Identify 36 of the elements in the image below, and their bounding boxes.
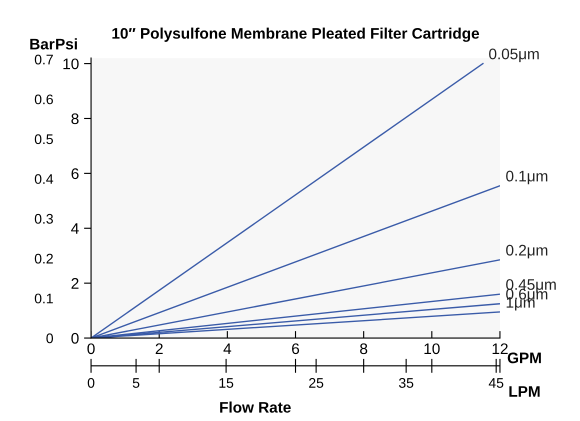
y2-tick-label: 0.2: [34, 254, 53, 264]
chart-title: 10″ Polysulfone Membrane Pleated Filter Cartridge: [112, 28, 480, 42]
y2-tick-label: 0.6: [34, 94, 53, 104]
x2-tick-label: 15: [219, 378, 234, 388]
x-tick-label: 10: [424, 343, 440, 354]
x2-tick-label: 0: [88, 378, 94, 388]
x-tick-label: 6: [292, 343, 300, 354]
y-tick-label: 0: [71, 332, 79, 344]
x-tick-label: 0: [87, 343, 95, 354]
x2-tick-label: 25: [309, 378, 324, 388]
x2-tick-label: 5: [132, 378, 140, 388]
y2-tick-label: 0.5: [34, 134, 53, 144]
y-tick-label: 4: [71, 223, 79, 234]
y2-tick-label: 0: [46, 333, 54, 344]
y2-tick-label: 0.3: [34, 214, 53, 224]
y-tick-label: 10: [63, 58, 79, 70]
y2-axis-title: Bar: [30, 38, 54, 50]
y-tick-label: 2: [72, 278, 78, 289]
x-tick-label: 8: [360, 343, 368, 354]
y2-tick-label: 0.4: [34, 174, 54, 184]
series-label: 0.1μm: [506, 170, 548, 184]
x-tick-label: 4: [223, 343, 232, 354]
series-label: 0.2μm: [506, 244, 548, 258]
x-tick-label: 2: [156, 343, 163, 354]
y2-tick-label: 0.1: [34, 294, 53, 304]
y-axis-title: Psi: [56, 38, 77, 50]
x-tick-label: 12: [492, 343, 508, 354]
y2-tick-label: 0.7: [34, 54, 53, 64]
y-tick-label: 8: [71, 113, 79, 124]
x2-tick-label: 35: [398, 378, 414, 388]
series-label: 0.05μm: [489, 48, 539, 62]
y-tick-label: 6: [72, 168, 79, 180]
x-axis-title: GPM: [508, 352, 541, 364]
x2-axis-title: LPM: [509, 386, 540, 397]
x2-tick-label: 45: [488, 378, 504, 388]
text: Flow Rate: [220, 402, 291, 413]
